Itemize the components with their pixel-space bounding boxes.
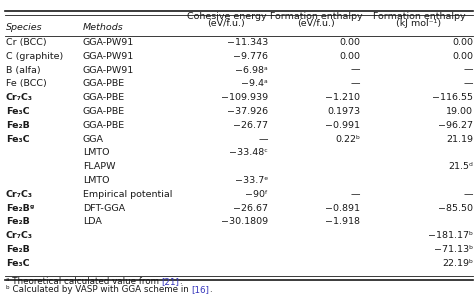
Text: ᵃ Theoretical calculated value from: ᵃ Theoretical calculated value from bbox=[6, 277, 162, 286]
Text: 21.19: 21.19 bbox=[446, 135, 473, 144]
Text: Cohesive energy: Cohesive energy bbox=[187, 12, 266, 21]
Text: −33.48ᶜ: −33.48ᶜ bbox=[229, 148, 268, 157]
Text: [16]: [16] bbox=[191, 285, 209, 294]
Text: Fe₃C: Fe₃C bbox=[6, 135, 29, 144]
Text: 19.00: 19.00 bbox=[446, 107, 473, 116]
Text: GGA-PBE: GGA-PBE bbox=[83, 121, 125, 130]
Text: −37.926: −37.926 bbox=[227, 107, 268, 116]
Text: —: — bbox=[464, 66, 473, 75]
Text: −96.27: −96.27 bbox=[438, 121, 473, 130]
Text: −9.776: −9.776 bbox=[233, 52, 268, 61]
Text: −6.98ᵃ: −6.98ᵃ bbox=[235, 66, 268, 75]
Text: GGA-PBE: GGA-PBE bbox=[83, 107, 125, 116]
Text: Fe₃C: Fe₃C bbox=[6, 107, 29, 116]
Text: GGA-PW91: GGA-PW91 bbox=[83, 38, 134, 47]
Text: −1.210: −1.210 bbox=[325, 93, 360, 102]
Text: −26.67: −26.67 bbox=[233, 204, 268, 213]
Text: −11.343: −11.343 bbox=[227, 38, 268, 47]
Text: C (graphite): C (graphite) bbox=[6, 52, 63, 61]
Text: LMTO: LMTO bbox=[83, 176, 109, 185]
Text: LDA: LDA bbox=[83, 217, 102, 226]
Text: —: — bbox=[258, 135, 268, 144]
Text: (eV/f.u.): (eV/f.u.) bbox=[208, 19, 245, 28]
Text: 0.22ᵇ: 0.22ᵇ bbox=[335, 135, 360, 144]
Text: Species: Species bbox=[6, 23, 42, 32]
Text: ᵇ Calculated by VASP with GGA scheme in: ᵇ Calculated by VASP with GGA scheme in bbox=[6, 285, 191, 294]
Text: 22.19ᵇ: 22.19ᵇ bbox=[442, 259, 473, 268]
Text: (kJ mol⁻¹): (kJ mol⁻¹) bbox=[396, 19, 442, 28]
Text: 0.1973: 0.1973 bbox=[327, 107, 360, 116]
Text: −1.918: −1.918 bbox=[325, 217, 360, 226]
Text: GGA-PBE: GGA-PBE bbox=[83, 93, 125, 102]
Text: 0.00: 0.00 bbox=[339, 38, 360, 47]
Text: GGA-PBE: GGA-PBE bbox=[83, 79, 125, 89]
Text: −181.17ᵇ: −181.17ᵇ bbox=[428, 231, 473, 240]
Text: [21]: [21] bbox=[162, 277, 180, 286]
Text: DFT-GGA: DFT-GGA bbox=[83, 204, 125, 213]
Text: Empirical potential: Empirical potential bbox=[83, 190, 173, 199]
Text: Fe (BCC): Fe (BCC) bbox=[6, 79, 46, 89]
Text: Cr₇C₃: Cr₇C₃ bbox=[6, 93, 33, 102]
Text: —: — bbox=[351, 66, 360, 75]
Text: 0.00: 0.00 bbox=[339, 52, 360, 61]
Text: Fe₂B: Fe₂B bbox=[6, 245, 29, 254]
Text: —: — bbox=[464, 190, 473, 199]
Text: Fe₃C: Fe₃C bbox=[6, 259, 29, 268]
Text: Formation enthalpy: Formation enthalpy bbox=[270, 12, 363, 21]
Text: FLAPW: FLAPW bbox=[83, 162, 116, 171]
Text: Fe₂Bᵍ: Fe₂Bᵍ bbox=[6, 204, 34, 213]
Text: Fe₂B: Fe₂B bbox=[6, 217, 29, 226]
Text: LMTO: LMTO bbox=[83, 148, 109, 157]
Text: .: . bbox=[209, 285, 212, 294]
Text: −90ᶠ: −90ᶠ bbox=[245, 190, 268, 199]
Text: 0.00: 0.00 bbox=[452, 52, 473, 61]
Text: GGA-PW91: GGA-PW91 bbox=[83, 66, 134, 75]
Text: GGA: GGA bbox=[83, 135, 104, 144]
Text: .: . bbox=[180, 277, 182, 286]
Text: −26.77: −26.77 bbox=[233, 121, 268, 130]
Text: —: — bbox=[351, 79, 360, 89]
Text: B (alfa): B (alfa) bbox=[6, 66, 40, 75]
Text: —: — bbox=[464, 79, 473, 89]
Text: −9.4ᵃ: −9.4ᵃ bbox=[241, 79, 268, 89]
Text: −0.891: −0.891 bbox=[325, 204, 360, 213]
Text: —: — bbox=[351, 190, 360, 199]
Text: −71.13ᵇ: −71.13ᵇ bbox=[434, 245, 473, 254]
Text: Cr (BCC): Cr (BCC) bbox=[6, 38, 46, 47]
Text: −33.7ᵉ: −33.7ᵉ bbox=[235, 176, 268, 185]
Text: Cr₇C₃: Cr₇C₃ bbox=[6, 190, 33, 199]
Text: −85.50: −85.50 bbox=[438, 204, 473, 213]
Text: Cr₇C₃: Cr₇C₃ bbox=[6, 231, 33, 240]
Text: 0.00: 0.00 bbox=[452, 38, 473, 47]
Text: −116.55: −116.55 bbox=[432, 93, 473, 102]
Text: (eV/f.u.): (eV/f.u.) bbox=[298, 19, 335, 28]
Text: 21.5ᵈ: 21.5ᵈ bbox=[448, 162, 473, 171]
Text: GGA-PW91: GGA-PW91 bbox=[83, 52, 134, 61]
Text: Formation enthalpy: Formation enthalpy bbox=[373, 12, 465, 21]
Text: −30.1809: −30.1809 bbox=[221, 217, 268, 226]
Text: −109.939: −109.939 bbox=[221, 93, 268, 102]
Text: Fe₂B: Fe₂B bbox=[6, 121, 29, 130]
Text: Methods: Methods bbox=[83, 23, 124, 32]
Text: −0.991: −0.991 bbox=[325, 121, 360, 130]
